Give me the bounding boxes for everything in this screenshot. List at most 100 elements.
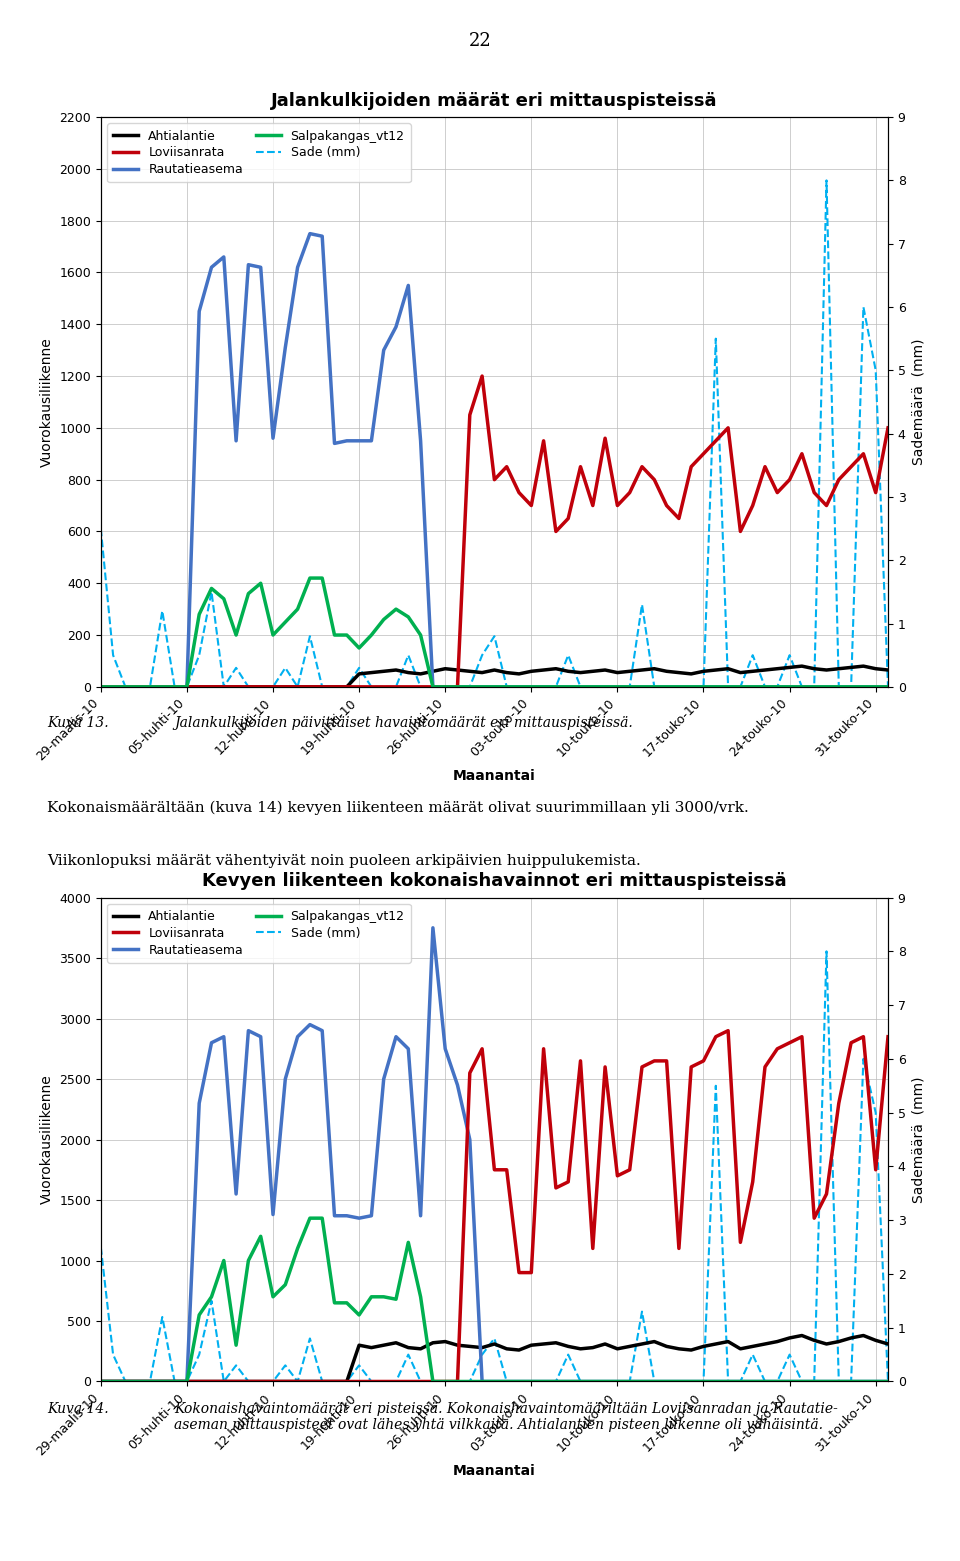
Sade (mm): [95, 1238, 107, 1257]
Loviisanrata: [328, 677, 340, 696]
Loviisanrata: [328, 1372, 340, 1391]
Text: 22: 22: [468, 31, 492, 50]
Ahtialantie: [328, 1372, 340, 1391]
Rautatieasema: [514, 1372, 525, 1391]
Y-axis label: Sademäärä  (mm): Sademäärä (mm): [911, 1076, 925, 1204]
Sade (mm): [120, 677, 132, 696]
Sade (mm): [857, 298, 869, 317]
Y-axis label: Vuorokausiliikenne: Vuorokausiliikenne: [39, 1074, 54, 1205]
Salpakangas_vt12: [95, 677, 107, 696]
Salpakangas_vt12: [279, 613, 291, 632]
Loviisanrata: [279, 677, 291, 696]
Loviisanrata: [882, 1027, 894, 1046]
Text: Kokonaishavaintomäärät eri pisteissä. Kokonaishavaintomääriltään Loviisanradan j: Kokonaishavaintomäärät eri pisteissä. Ko…: [174, 1402, 838, 1431]
Line: Ahtialantie: Ahtialantie: [101, 1336, 888, 1381]
Sade (mm): [882, 677, 894, 696]
Sade (mm): [341, 1372, 352, 1391]
Sade (mm): [857, 1049, 869, 1068]
Loviisanrata: [279, 1372, 291, 1391]
Ahtialantie: [501, 1339, 513, 1358]
Loviisanrata: [857, 445, 869, 464]
Loviisanrata: [427, 1372, 439, 1391]
Sade (mm): [783, 646, 795, 665]
Salpakangas_vt12: [304, 1208, 316, 1227]
Salpakangas_vt12: [341, 1294, 352, 1313]
Rautatieasema: [279, 339, 291, 357]
Sade (mm): [821, 172, 832, 190]
Sade (mm): [341, 677, 352, 696]
Salpakangas_vt12: [783, 1372, 795, 1391]
Text: Kokonaismäärältään (kuva 14) kevyen liikenteen määrät olivat suurimmillaan yli 3: Kokonaismäärältään (kuva 14) kevyen liik…: [47, 801, 749, 815]
Line: Ahtialantie: Ahtialantie: [101, 667, 888, 687]
Line: Sade (mm): Sade (mm): [101, 951, 888, 1381]
Salpakangas_vt12: [882, 677, 894, 696]
Ahtialantie: [427, 662, 439, 681]
Rautatieasema: [328, 1207, 340, 1225]
Line: Loviisanrata: Loviisanrata: [101, 1030, 888, 1381]
Rautatieasema: [857, 1372, 869, 1391]
Ahtialantie: [279, 677, 291, 696]
Y-axis label: Sademäärä  (mm): Sademäärä (mm): [911, 339, 925, 465]
Rautatieasema: [882, 1372, 894, 1391]
Salpakangas_vt12: [440, 677, 451, 696]
Y-axis label: Vuorokausiliikenne: Vuorokausiliikenne: [39, 337, 54, 467]
Rautatieasema: [440, 1040, 451, 1058]
Salpakangas_vt12: [514, 677, 525, 696]
Ahtialantie: [796, 1327, 807, 1346]
Rautatieasema: [514, 677, 525, 696]
Rautatieasema: [304, 225, 316, 244]
X-axis label: Maanantai: Maanantai: [453, 770, 536, 784]
Text: Kuva 13.: Kuva 13.: [47, 715, 108, 729]
Loviisanrata: [95, 1372, 107, 1391]
Salpakangas_vt12: [857, 1372, 869, 1391]
Salpakangas_vt12: [440, 1372, 451, 1391]
Ahtialantie: [427, 1333, 439, 1352]
Loviisanrata: [882, 418, 894, 437]
Ahtialantie: [857, 657, 869, 676]
Sade (mm): [882, 1372, 894, 1391]
Loviisanrata: [857, 1027, 869, 1046]
Text: Jalankulkijoiden päivittäiset havaintomäärät eri mittauspisteissä.: Jalankulkijoiden päivittäiset havaintomä…: [174, 715, 633, 729]
Salpakangas_vt12: [783, 677, 795, 696]
Rautatieasema: [783, 677, 795, 696]
Line: Rautatieasema: Rautatieasema: [101, 927, 888, 1381]
X-axis label: Maanantai: Maanantai: [453, 1464, 536, 1478]
Title: Jalankulkijoiden määrät eri mittauspisteissä: Jalankulkijoiden määrät eri mittauspiste…: [271, 92, 718, 109]
Text: Kuva 14.: Kuva 14.: [47, 1402, 108, 1416]
Ahtialantie: [857, 1327, 869, 1346]
Ahtialantie: [772, 1332, 783, 1350]
Line: Salpakangas_vt12: Salpakangas_vt12: [101, 1218, 888, 1381]
Sade (mm): [821, 941, 832, 960]
Loviisanrata: [476, 367, 488, 386]
Loviisanrata: [722, 1021, 733, 1040]
Legend: Ahtialantie, Loviisanrata, Rautatieasema, Salpakangas_vt12, Sade (mm): Ahtialantie, Loviisanrata, Rautatieasema…: [108, 904, 411, 963]
Sade (mm): [514, 1372, 525, 1391]
Ahtialantie: [796, 657, 807, 676]
Rautatieasema: [440, 677, 451, 696]
Sade (mm): [120, 1372, 132, 1391]
Line: Loviisanrata: Loviisanrata: [101, 376, 888, 687]
Loviisanrata: [427, 677, 439, 696]
Salpakangas_vt12: [514, 1372, 525, 1391]
Rautatieasema: [427, 918, 439, 937]
Ahtialantie: [882, 1335, 894, 1353]
Rautatieasema: [95, 677, 107, 696]
Salpakangas_vt12: [857, 677, 869, 696]
Ahtialantie: [882, 660, 894, 679]
Salpakangas_vt12: [341, 626, 352, 645]
Rautatieasema: [279, 1069, 291, 1088]
Legend: Ahtialantie, Loviisanrata, Rautatieasema, Salpakangas_vt12, Sade (mm): Ahtialantie, Loviisanrata, Rautatieasema…: [108, 123, 411, 183]
Sade (mm): [440, 1372, 451, 1391]
Ahtialantie: [772, 659, 783, 677]
Ahtialantie: [95, 1372, 107, 1391]
Sade (mm): [292, 677, 303, 696]
Rautatieasema: [783, 1372, 795, 1391]
Ahtialantie: [501, 663, 513, 682]
Sade (mm): [95, 520, 107, 539]
Sade (mm): [440, 677, 451, 696]
Rautatieasema: [882, 677, 894, 696]
Ahtialantie: [279, 1372, 291, 1391]
Text: Viikonlopuksi määrät vähentyivät noin puoleen arkipäivien huippulukemista.: Viikonlopuksi määrät vähentyivät noin pu…: [47, 854, 641, 868]
Line: Rautatieasema: Rautatieasema: [101, 234, 888, 687]
Ahtialantie: [95, 677, 107, 696]
